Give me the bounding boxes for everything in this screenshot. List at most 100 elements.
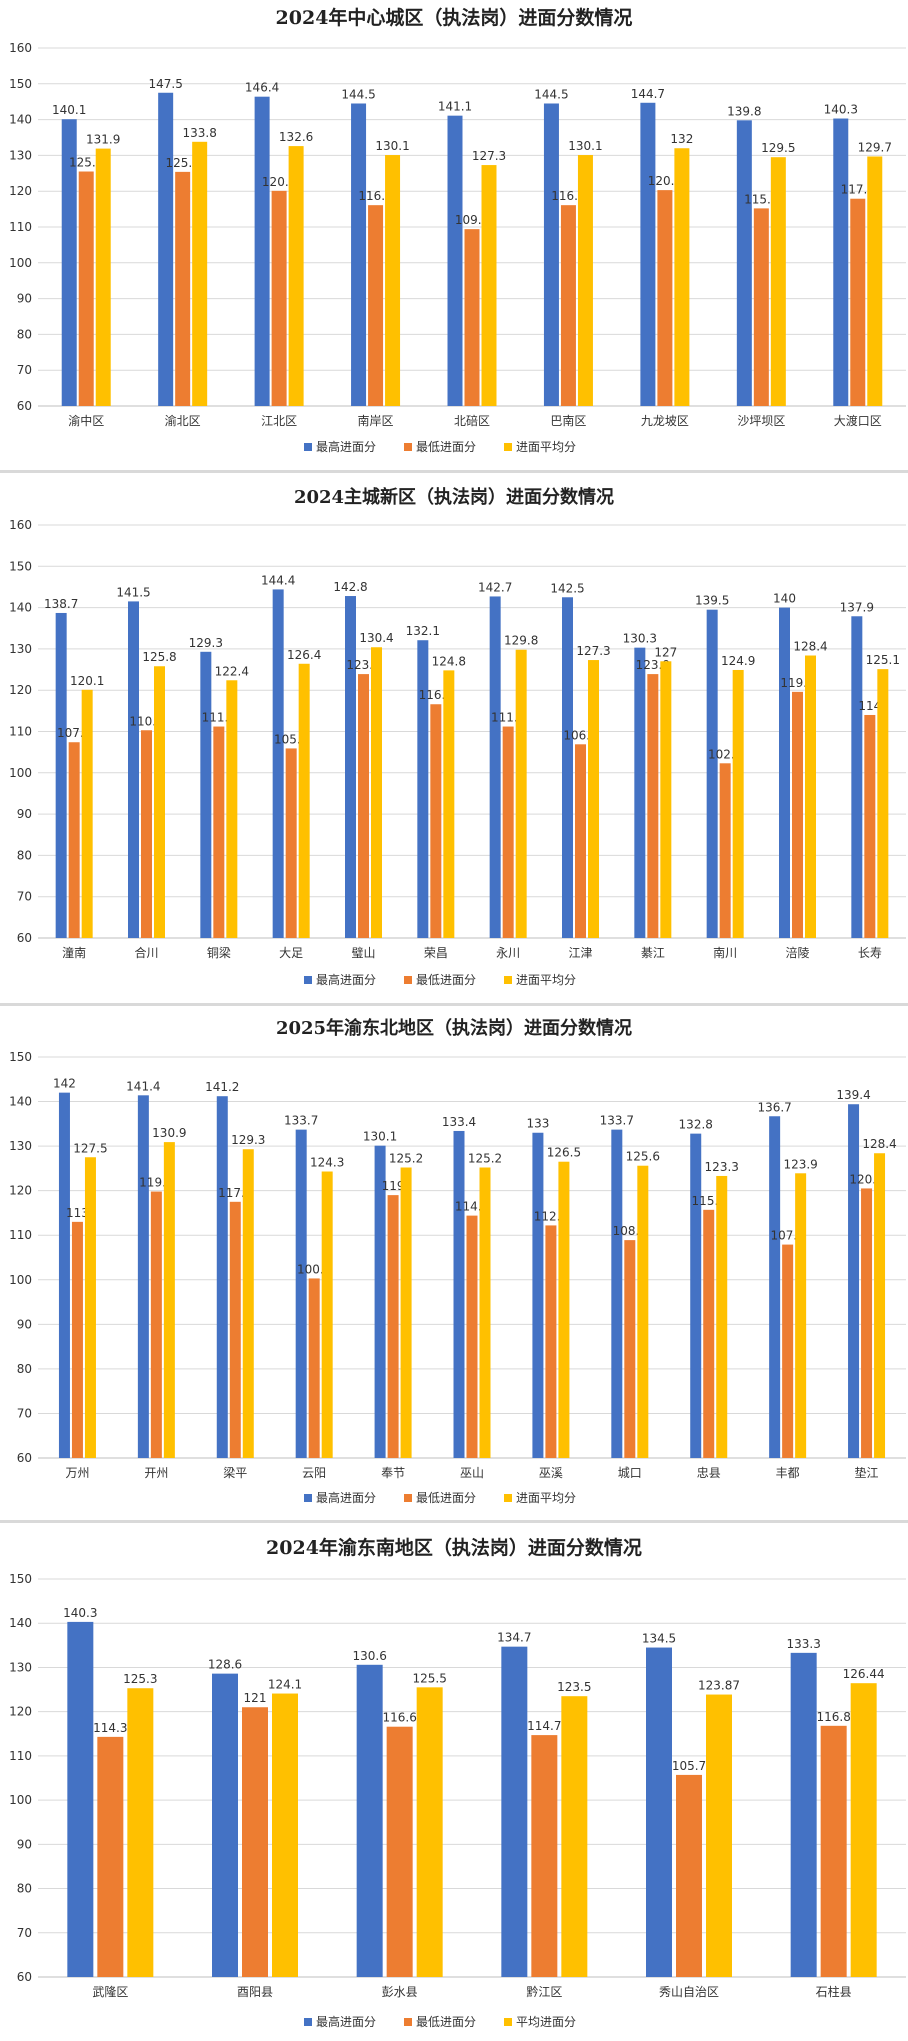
bar-max xyxy=(562,597,573,938)
y-tick-label: 70 xyxy=(17,1926,32,1940)
data-label: 130.4 xyxy=(359,631,393,645)
data-label: 139.8 xyxy=(727,104,761,118)
y-tick-label: 100 xyxy=(9,1793,32,1807)
bar-avg xyxy=(84,1157,96,1458)
chart-central-districts: 2024年中心城区（执法岗）进面分数情况 60 70 80 90 100 110 120 130… xyxy=(9,6,906,454)
category-label: 沙坪坝区 xyxy=(737,414,785,428)
panel-divider xyxy=(0,470,908,473)
y-tick-label: 110 xyxy=(9,1749,32,1763)
data-label: 126.5 xyxy=(547,1146,581,1160)
bar-avg xyxy=(674,148,690,407)
bar-max xyxy=(640,102,656,407)
category-label: 彭水县 xyxy=(382,1985,418,1999)
chart-title: 2024年渝东南地区（执法岗）进面分数情况 xyxy=(266,1536,642,1559)
bar-avg xyxy=(874,1153,886,1458)
bar-min xyxy=(150,1191,162,1458)
y-tick-label: 140 xyxy=(9,1095,32,1109)
y-tick-label: 100 xyxy=(9,256,32,270)
chart-title: 2025年渝东北地区（执法岗）进面分数情况 xyxy=(276,1017,632,1039)
bar-max xyxy=(254,96,270,407)
bar-min xyxy=(464,229,480,406)
data-label: 133.7 xyxy=(600,1114,634,1128)
category-label: 万州 xyxy=(65,1466,89,1480)
bar-min xyxy=(782,1244,794,1458)
legend-label: 进面平均分 xyxy=(516,973,576,987)
bar-avg xyxy=(371,647,382,938)
category-label: 九龙坡区 xyxy=(641,414,689,428)
bar-min xyxy=(175,171,191,406)
data-label: 120.1 xyxy=(262,175,296,189)
legend-swatch-avg xyxy=(504,976,512,984)
bar-min xyxy=(502,726,514,938)
bar-avg xyxy=(877,669,889,938)
bar-min xyxy=(466,1215,478,1458)
bar-avg xyxy=(81,689,93,938)
legend-label: 最高进面分 xyxy=(316,1490,376,1505)
data-label: 132.8 xyxy=(679,1118,713,1132)
legend-label: 最低进面分 xyxy=(416,973,476,987)
bar-avg xyxy=(637,1165,649,1458)
category-label: 铜梁 xyxy=(207,945,231,960)
y-tick-label: 60 xyxy=(17,399,32,413)
data-label: 125.2 xyxy=(468,1151,502,1165)
data-label: 144.4 xyxy=(261,573,295,587)
bar-max xyxy=(690,1133,702,1458)
legend-swatch-max xyxy=(304,1494,312,1502)
bar-avg xyxy=(558,1161,570,1458)
bar-min xyxy=(430,704,442,938)
bar-max xyxy=(611,1129,623,1458)
data-label: 125.5 xyxy=(412,1671,446,1685)
chart-new-main-districts: 2024主城新区（执法岗）进面分数情况 60 70 80 90 100 110 120 130 1… xyxy=(9,486,906,987)
bar-max xyxy=(447,115,463,407)
chart-title: 2024年中心城区（执法岗）进面分数情况 xyxy=(276,6,633,29)
y-tick-label: 90 xyxy=(17,807,32,821)
y-tick-label: 110 xyxy=(9,1228,32,1242)
legend-swatch-max xyxy=(304,976,312,984)
bar-min xyxy=(242,1707,268,1977)
bar-min xyxy=(657,190,673,406)
data-label: 123.87 xyxy=(698,1679,740,1693)
legend-label: 最高进面分 xyxy=(316,972,376,987)
y-tick-label: 90 xyxy=(17,292,32,306)
bar-min xyxy=(368,205,384,406)
data-label: 115.2 xyxy=(744,192,778,206)
category-label: 巫溪 xyxy=(539,1466,563,1480)
data-label: 139.4 xyxy=(836,1088,870,1102)
category-label: 奉节 xyxy=(381,1466,405,1480)
bar-max xyxy=(736,120,752,406)
data-label: 138.7 xyxy=(44,597,78,611)
bar-min xyxy=(792,691,803,938)
bar-avg xyxy=(400,1167,412,1458)
data-label: 119 xyxy=(382,1179,405,1193)
panel-divider xyxy=(0,1520,908,1523)
y-tick-label: 150 xyxy=(9,1572,32,1586)
data-label: 133.7 xyxy=(284,1114,318,1128)
bar-min xyxy=(861,1188,873,1458)
data-label: 140.3 xyxy=(824,103,858,117)
bar-min xyxy=(850,198,866,406)
data-label: 116.8 xyxy=(816,1710,850,1724)
data-label: 129.8 xyxy=(504,634,538,648)
data-label: 141.4 xyxy=(126,1079,160,1093)
bar-max xyxy=(851,616,863,938)
bar-avg xyxy=(242,1149,254,1458)
data-label: 124.1 xyxy=(268,1678,302,1692)
data-label: 133 xyxy=(526,1117,549,1131)
bar-avg xyxy=(660,661,672,938)
data-label: 120.1 xyxy=(70,674,104,688)
bar-min xyxy=(719,763,731,938)
data-label: 144.7 xyxy=(631,87,665,101)
bar-avg xyxy=(577,155,593,406)
bar-max xyxy=(833,118,849,406)
bar-avg xyxy=(192,141,208,406)
category-label: 荣昌 xyxy=(424,946,448,960)
bar-min xyxy=(864,714,876,938)
legend-swatch-min xyxy=(404,976,412,984)
y-tick-label: 120 xyxy=(9,184,32,198)
bar-avg xyxy=(321,1171,333,1458)
bar-min xyxy=(387,1195,399,1458)
data-label: 125.6 xyxy=(626,1150,660,1164)
data-label: 116.1 xyxy=(551,189,585,203)
data-label: 128.4 xyxy=(862,1137,896,1151)
data-label: 114.3 xyxy=(93,1721,127,1735)
